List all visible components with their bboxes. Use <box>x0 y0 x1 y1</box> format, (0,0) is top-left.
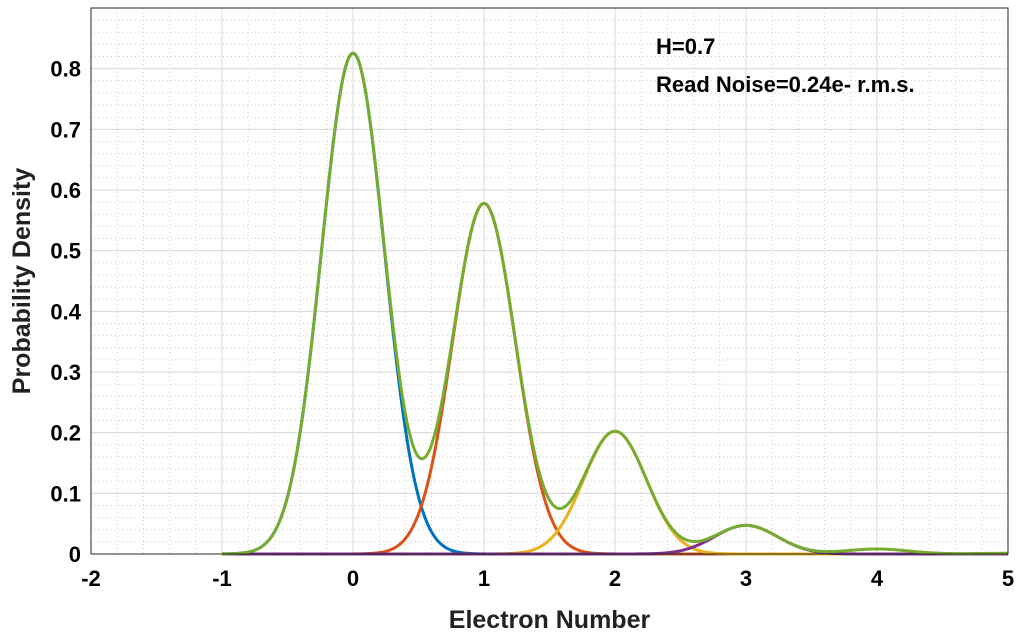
y-tick-label: 0.6 <box>50 178 81 203</box>
x-tick-label: -1 <box>212 566 232 591</box>
plot-frame <box>90 7 1009 555</box>
x-tick-labels: -2 -1 0 1 2 3 4 5 <box>81 566 1014 591</box>
annotation-read-noise: Read Noise=0.24e- r.m.s. <box>656 72 915 97</box>
y-tick-label: 0 <box>69 542 81 567</box>
plot-area <box>91 8 1008 554</box>
y-tick-label: 0.2 <box>50 421 81 446</box>
annotation-h: H=0.7 <box>656 34 715 59</box>
y-tick-label: 0.4 <box>50 299 81 324</box>
y-tick-label: 0.8 <box>50 57 81 82</box>
x-tick-label: 5 <box>1002 566 1014 591</box>
x-axis-label: Electron Number <box>449 606 651 634</box>
major-grid <box>90 8 1009 555</box>
y-axis-label: Probability Density <box>8 168 36 395</box>
x-tick-label: -2 <box>81 566 101 591</box>
x-tick-label: 0 <box>347 566 359 591</box>
y-tick-labels: 0 0.1 0.2 0.3 0.4 0.5 0.6 0.7 0.8 <box>50 57 81 567</box>
y-tick-label: 0.3 <box>50 360 81 385</box>
y-tick-label: 0.1 <box>50 481 81 506</box>
x-tick-label: 3 <box>740 566 752 591</box>
y-tick-label: 0.7 <box>50 117 81 142</box>
y-tick-label: 0.5 <box>50 239 81 264</box>
x-tick-label: 2 <box>609 566 621 591</box>
x-tick-label: 4 <box>871 566 884 591</box>
x-tick-label: 1 <box>478 566 490 591</box>
series-total-line <box>221 51 1009 556</box>
